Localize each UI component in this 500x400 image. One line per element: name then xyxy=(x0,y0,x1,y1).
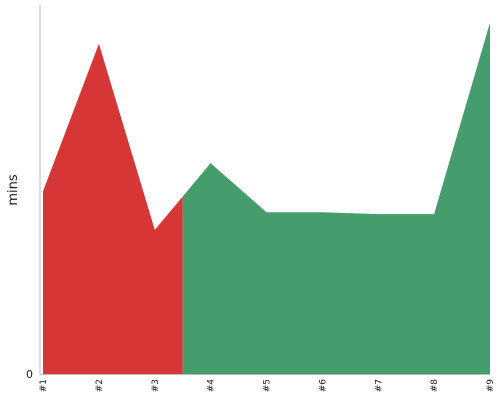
y-axis-tick-label: 0 xyxy=(26,368,33,381)
area-series xyxy=(43,22,490,374)
x-tick-label: #9 xyxy=(486,379,496,393)
x-tick-label: #4 xyxy=(207,379,217,393)
x-tick-label: #8 xyxy=(430,379,440,393)
x-tick-label: #6 xyxy=(318,379,328,393)
area-segment-green xyxy=(182,22,490,374)
x-tick-label: #5 xyxy=(263,379,273,392)
x-tick-label: #7 xyxy=(374,379,384,392)
x-tick-label: #3 xyxy=(151,379,161,392)
x-tick-label: #1 xyxy=(39,379,49,392)
x-tick-label: #2 xyxy=(95,379,105,392)
area-segment-red xyxy=(43,43,183,374)
y-axis-title: mins xyxy=(6,174,21,206)
x-axis-ticks: #1 #2 #3 #4 #5 #6 #7 #8 #9 xyxy=(39,379,496,393)
